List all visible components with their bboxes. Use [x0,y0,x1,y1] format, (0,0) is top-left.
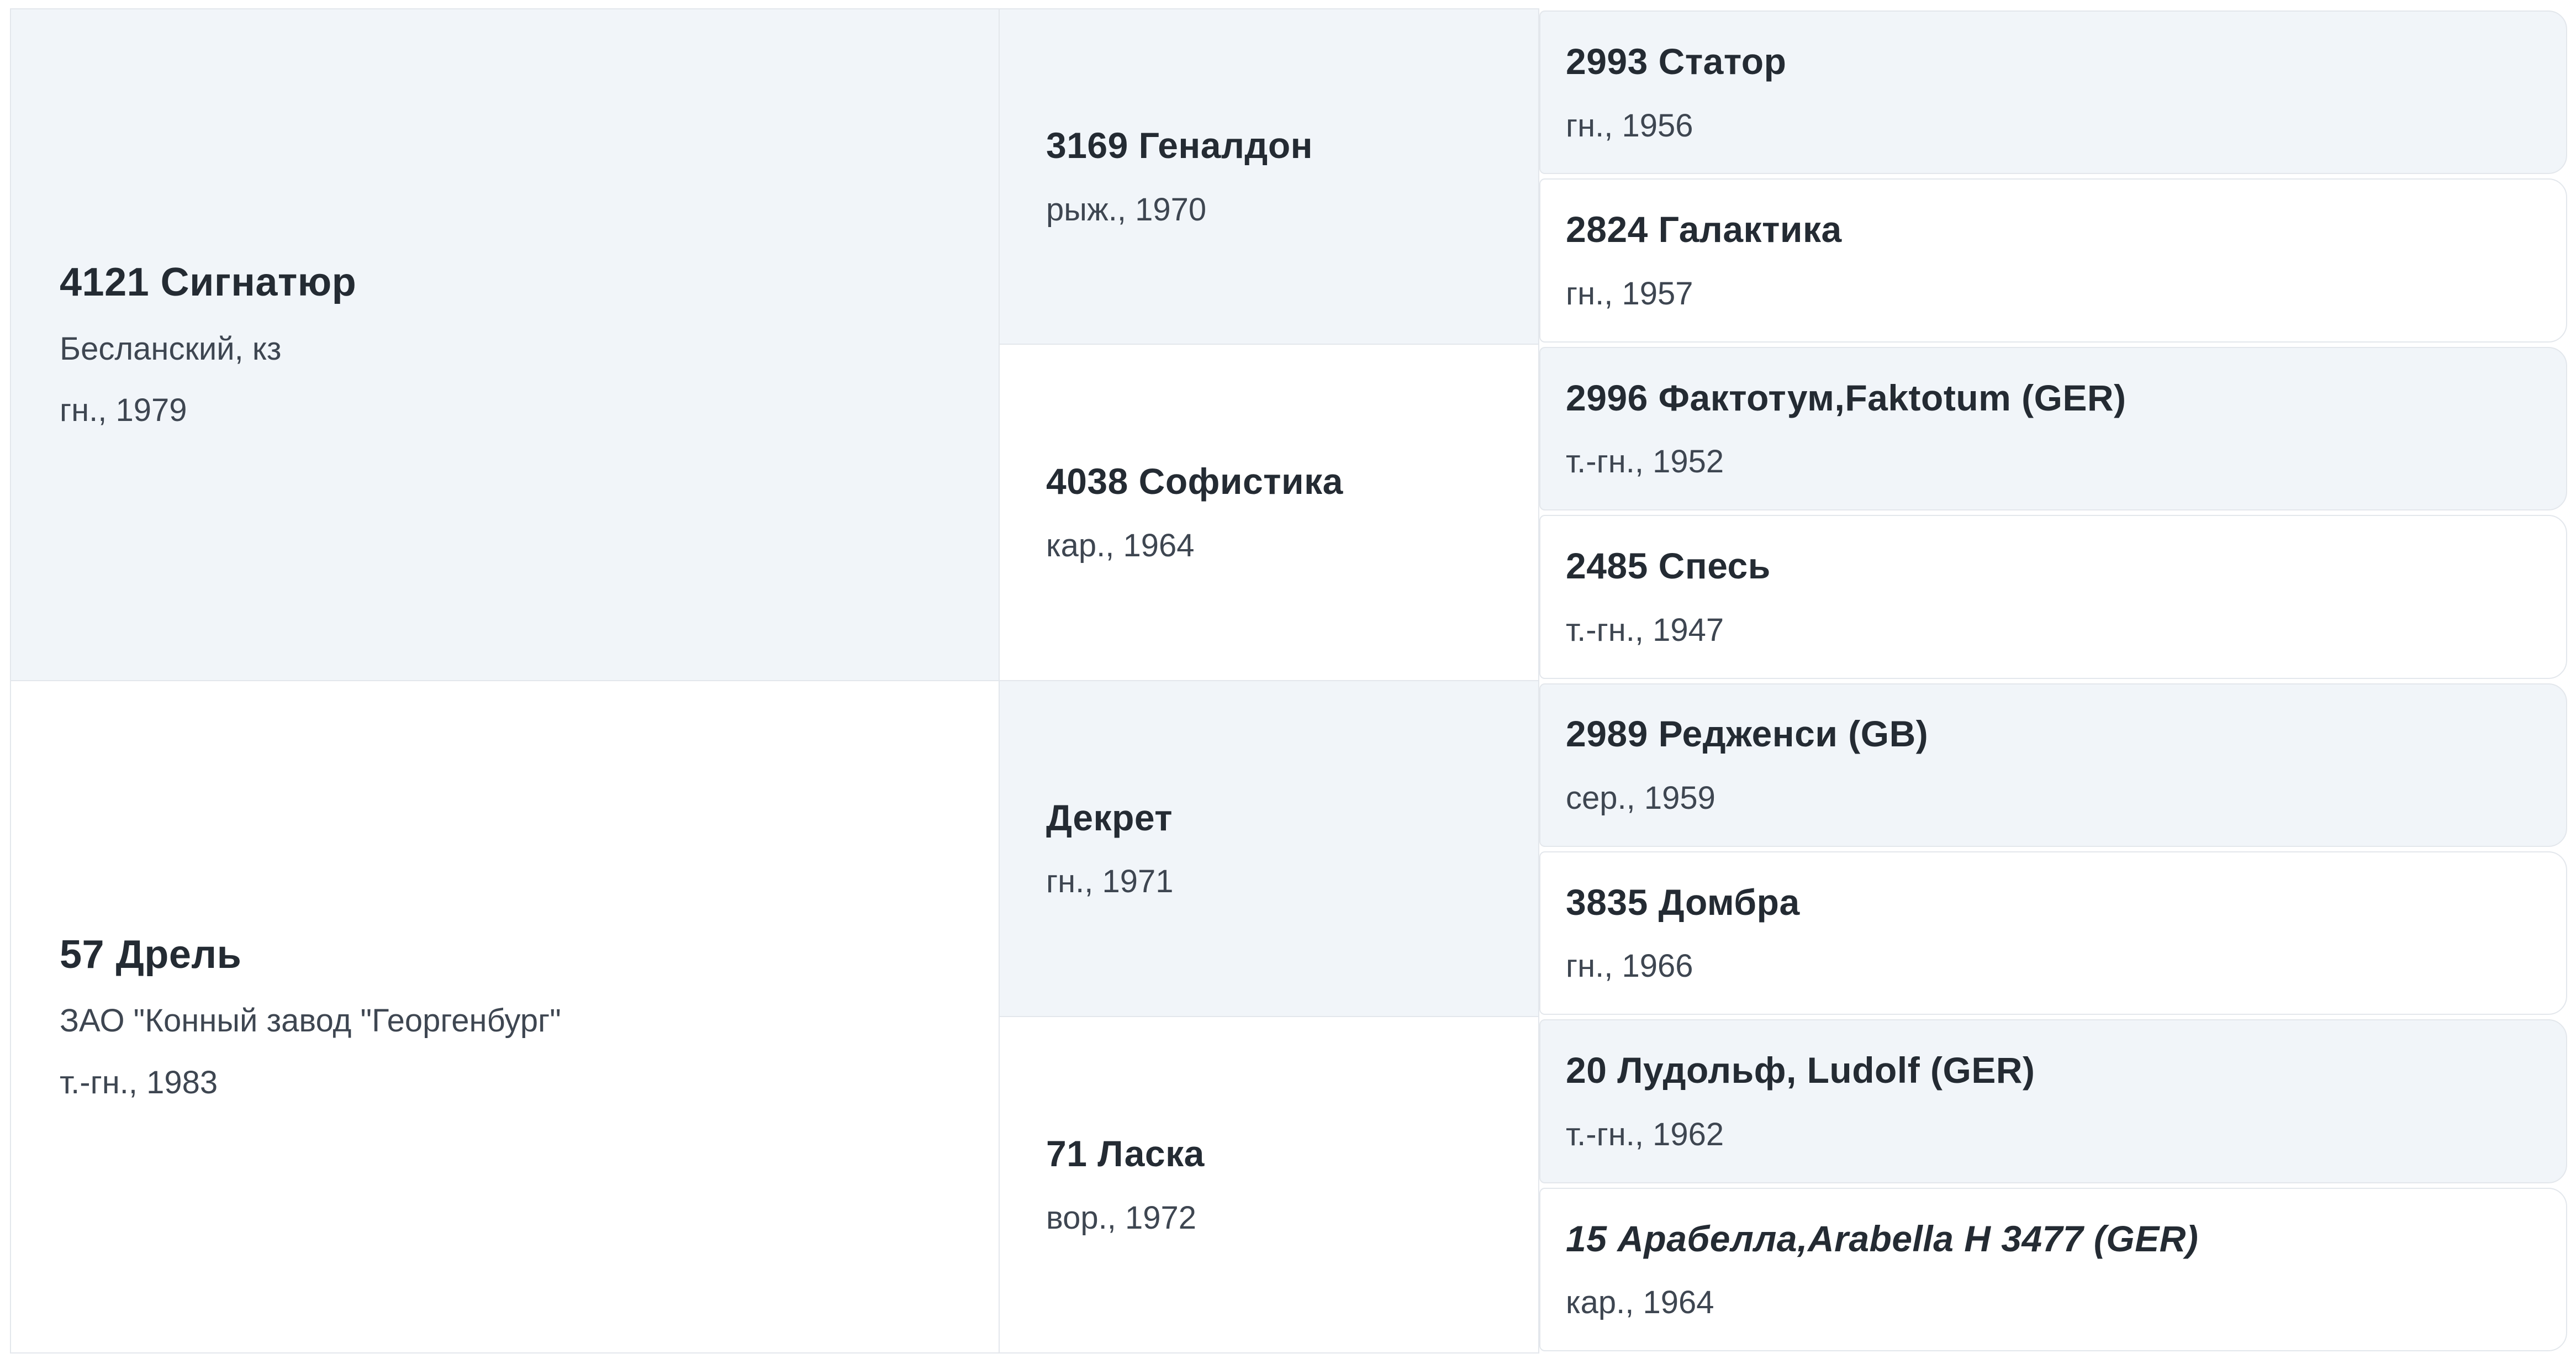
horse-name: 4038 Софистика [1046,460,1343,502]
horse-name: 2993 Статор [1566,40,1787,82]
horse-color-year: гн., 1979 [60,392,187,429]
pedigree-cell-gen1-sire: 4121 Сигнатюр Бесланский, кз гн., 1979 [10,8,1000,681]
pedigree-cell-gen3-3: 2485 Спесь т.-гн., 1947 [1539,515,2567,679]
horse-name: 2485 Спесь [1566,545,1771,587]
horse-breeder: Бесланский, кз [60,330,282,367]
horse-name: 15 Арабелла,Arabella H 3477 (GER) [1566,1218,2199,1259]
pedigree-cell-gen3-2: 2996 Фактотум,Faktotum (GER) т.-гн., 195… [1539,346,2567,511]
horse-color-year: т.-гн., 1983 [60,1064,218,1100]
horse-color-year: сер., 1959 [1566,780,1715,817]
horse-color-year: т.-гн., 1947 [1566,612,1724,648]
horse-color-year: гн., 1966 [1566,948,1693,984]
horse-breeder: ЗАО "Конный завод "Георгенбург" [60,1003,561,1039]
horse-name: 3835 Домбра [1566,881,1800,923]
horse-color-year: вор., 1972 [1046,1200,1197,1236]
pedigree-table: 4121 Сигнатюр Бесланский, кз гн., 1979 5… [10,8,2567,1354]
horse-color-year: т.-гн., 1952 [1566,444,1724,480]
pedigree-cell-gen2-1: 4038 Софистика кар., 1964 [1000,344,1539,681]
pedigree-cell-gen3-6: 20 Лудольф, Ludolf (GER) т.-гн., 1962 [1539,1019,2567,1183]
horse-name: 2989 Редженси (GB) [1566,713,1929,755]
horse-color-year: рыж., 1970 [1046,191,1207,228]
horse-color-year: гн., 1957 [1566,275,1693,312]
horse-color-year: гн., 1971 [1046,863,1174,900]
horse-color-year: гн., 1956 [1566,107,1693,144]
horse-color-year: кар., 1964 [1046,527,1195,563]
horse-name: 3169 Геналдон [1046,125,1313,166]
horse-name: 57 Дрель [60,932,242,977]
horse-name: Декрет [1046,797,1173,838]
horse-name: 2996 Фактотум,Faktotum (GER) [1566,377,2126,418]
pedigree-cell-gen3-0: 2993 Статор гн., 1956 [1539,10,2567,175]
pedigree-cell-gen3-7: 15 Арабелла,Arabella H 3477 (GER) кар., … [1539,1187,2567,1351]
pedigree-cell-gen1-dam: 57 Дрель ЗАО "Конный завод "Георгенбург"… [10,681,1000,1354]
pedigree-cell-gen2-2: Декрет гн., 1971 [1000,681,1539,1018]
horse-color-year: т.-гн., 1962 [1566,1116,1724,1152]
horse-name: 2824 Галактика [1566,209,1842,250]
pedigree-cell-gen2-0: 3169 Геналдон рыж., 1970 [1000,8,1539,345]
horse-name: 4121 Сигнатюр [60,260,357,305]
horse-name: 71 Ласка [1046,1133,1205,1175]
horse-name: 20 Лудольф, Ludolf (GER) [1566,1050,2035,1091]
pedigree-cell-gen3-4: 2989 Редженси (GB) сер., 1959 [1539,683,2567,847]
pedigree-cell-gen3-5: 3835 Домбра гн., 1966 [1539,851,2567,1015]
pedigree-cell-gen2-3: 71 Ласка вор., 1972 [1000,1017,1539,1354]
horse-color-year: кар., 1964 [1566,1284,1714,1321]
pedigree-cell-gen3-1: 2824 Галактика гн., 1957 [1539,178,2567,343]
